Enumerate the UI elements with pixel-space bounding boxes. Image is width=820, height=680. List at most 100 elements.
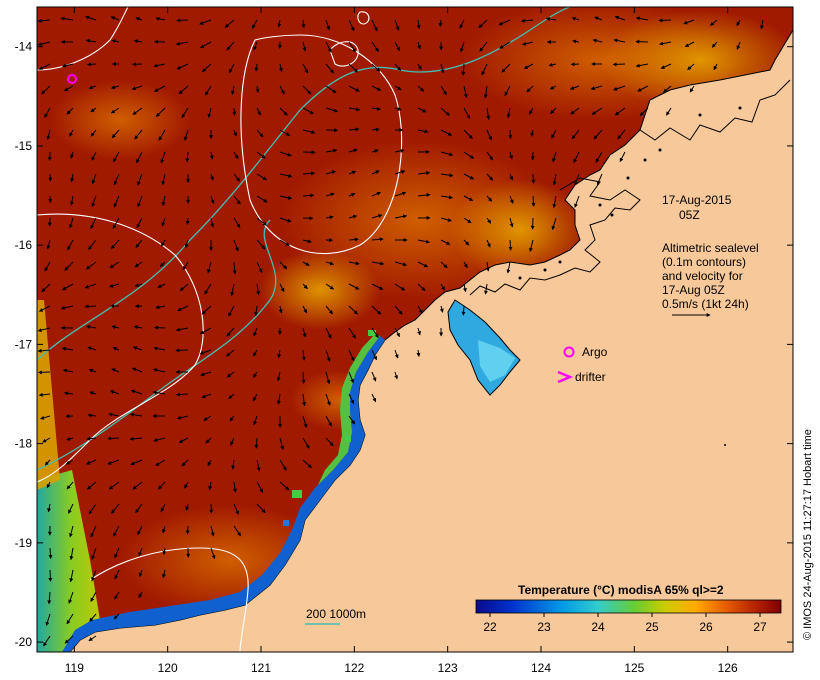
velocity-vector <box>509 217 514 228</box>
velocity-vector <box>87 413 97 418</box>
velocity-vector <box>129 412 143 417</box>
velocity-vector <box>504 85 511 97</box>
velocity-vector <box>112 217 120 229</box>
velocity-vector <box>462 283 467 293</box>
velocity-vector <box>348 127 360 132</box>
velocity-vector <box>439 305 444 313</box>
velocity-vector <box>394 19 400 31</box>
velocity-vector <box>256 129 264 138</box>
velocity-vector <box>208 481 213 491</box>
velocity-vector <box>134 283 143 288</box>
velocity-vector <box>231 459 236 470</box>
sst-warm-patch <box>260 250 380 330</box>
velocity-vector <box>614 15 626 21</box>
velocity-vector <box>138 569 143 578</box>
velocity-vector <box>228 63 235 74</box>
velocity-vector <box>394 349 399 359</box>
velocity-vector <box>86 62 97 67</box>
velocity-vector <box>348 371 354 384</box>
velocity-vector <box>91 547 97 560</box>
velocity-vector <box>209 503 214 514</box>
coastal-cool-band <box>62 336 385 652</box>
velocity-vector <box>278 63 283 73</box>
x-tick-label: 125 <box>624 661 644 675</box>
velocity-vector <box>463 239 470 246</box>
credit-text: © IMOS 24-Aug-2015 11:27:17 Hobart time <box>802 429 814 640</box>
velocity-vector <box>325 19 331 31</box>
velocity-vector <box>348 170 357 175</box>
velocity-vector <box>226 327 235 337</box>
velocity-vector <box>417 283 426 292</box>
velocity-vector <box>153 437 166 442</box>
velocity-vector <box>113 195 120 208</box>
velocity-vector <box>371 237 384 242</box>
velocity-vector <box>109 261 120 269</box>
velocity-vector <box>394 371 399 380</box>
velocity-vector <box>111 325 120 330</box>
velocity-vector <box>486 173 494 181</box>
velocity-vector <box>204 283 212 295</box>
velocity-vector <box>593 129 603 140</box>
velocity-vector <box>279 437 285 451</box>
velocity-vector <box>200 41 212 49</box>
velocity-vector <box>663 85 672 93</box>
velocity-vector <box>371 170 380 175</box>
velocity-vector <box>199 349 212 355</box>
velocity-vector <box>279 239 290 246</box>
velocity-vector <box>233 151 239 160</box>
velocity-vector <box>302 171 316 176</box>
velocity-vector <box>302 41 307 52</box>
velocity-vector <box>42 437 51 443</box>
velocity-vector <box>302 63 309 74</box>
velocity-vector <box>113 173 120 186</box>
velocity-vector <box>592 38 603 43</box>
velocity-vector <box>594 16 603 21</box>
velocity-vector <box>325 41 332 53</box>
argo-legend-label: Argo <box>582 345 608 359</box>
velocity-vector <box>135 503 143 514</box>
altimetry-note-3: and velocity for <box>662 269 743 283</box>
velocity-vector <box>501 63 511 73</box>
velocity-vector <box>66 436 74 441</box>
velocity-vector <box>37 327 51 332</box>
velocity-vector <box>233 129 237 137</box>
velocity-vector <box>325 148 338 153</box>
velocity-vector <box>509 195 514 204</box>
velocity-vector <box>440 261 448 269</box>
velocity-vector <box>463 261 468 269</box>
sealevel-contours <box>37 7 403 652</box>
velocity-vector <box>68 591 74 604</box>
velocity-vector <box>348 237 359 242</box>
velocity-vector <box>43 635 51 647</box>
velocity-vector <box>224 19 235 28</box>
velocity-vector <box>254 305 259 317</box>
velocity-vector <box>110 85 120 90</box>
velocity-vector <box>371 214 383 219</box>
velocity-vector <box>66 107 74 115</box>
velocity-vector <box>348 214 358 219</box>
velocity-vector <box>155 459 166 466</box>
velocity-vector <box>175 348 189 353</box>
velocity-vector <box>111 129 120 139</box>
velocity-vector <box>226 371 235 378</box>
argo-legend-icon <box>563 346 575 358</box>
velocity-vector <box>228 393 235 400</box>
velocity-vector <box>440 173 454 178</box>
velocity-vector <box>277 19 282 28</box>
velocity-vector <box>38 305 51 312</box>
velocity-vector <box>279 481 290 491</box>
x-tick-label: 120 <box>158 661 178 675</box>
velocity-vector <box>48 547 53 559</box>
colorbar-tick-label: 24 <box>591 620 605 634</box>
velocity-vector <box>417 261 429 268</box>
velocity-vector <box>130 459 143 466</box>
velocity-vector <box>591 107 603 115</box>
velocity-vector <box>184 239 189 249</box>
velocity-vector <box>573 151 580 164</box>
velocity-vector <box>481 63 488 76</box>
velocity-vector <box>129 436 143 441</box>
velocity-vector <box>183 129 189 141</box>
velocity-vector <box>64 391 74 396</box>
velocity-vector <box>570 62 580 67</box>
velocity-vector <box>133 325 143 330</box>
